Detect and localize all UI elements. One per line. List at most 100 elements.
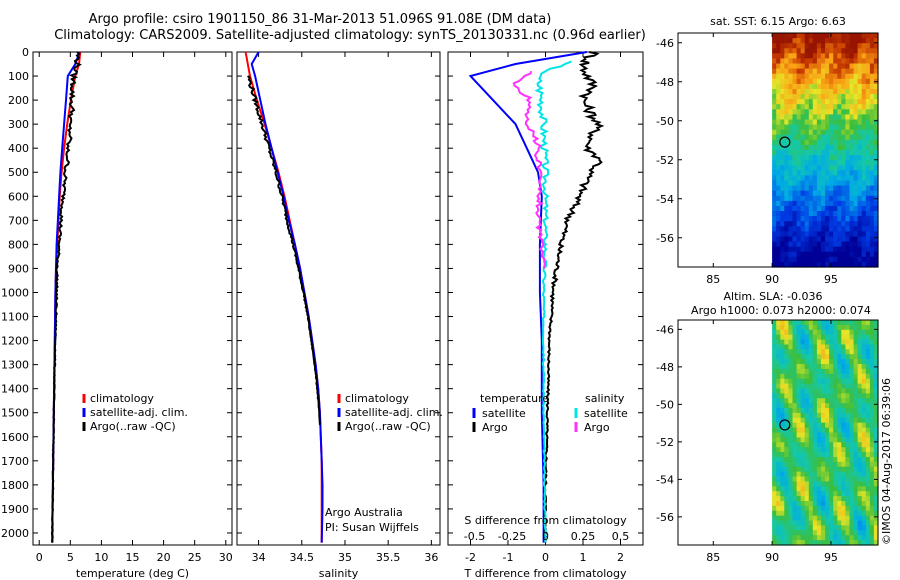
sla-cell xyxy=(857,530,863,536)
sst-cell xyxy=(857,124,863,131)
sst-cell xyxy=(825,236,830,243)
sst-cell xyxy=(873,109,879,115)
sst-cell xyxy=(825,63,830,70)
sla-cell xyxy=(788,373,794,380)
sla-cell xyxy=(861,329,867,336)
sla-cell xyxy=(772,515,777,522)
sla-cell xyxy=(788,378,794,385)
sla-cell xyxy=(869,427,875,434)
sla-cell xyxy=(821,447,826,453)
sst-cell xyxy=(792,129,798,136)
sla-cell xyxy=(792,496,798,502)
sst-cell xyxy=(772,256,777,263)
sla-cell xyxy=(833,339,838,346)
sst-cell xyxy=(821,165,826,171)
sst-cell xyxy=(808,63,814,70)
sst-cell xyxy=(784,236,789,243)
sst-cell xyxy=(833,94,838,100)
sla-cell xyxy=(841,525,846,531)
sla-cell xyxy=(829,412,834,419)
sst-cell xyxy=(829,119,834,126)
sst-cell xyxy=(808,78,814,85)
sst-cell xyxy=(853,195,859,202)
sst-cell xyxy=(833,236,838,243)
sst-cell xyxy=(800,226,806,232)
sst-cell xyxy=(804,38,810,44)
sst-cell xyxy=(861,94,867,100)
sla-cell xyxy=(784,466,789,473)
sst-cell xyxy=(833,231,838,238)
sla-cell xyxy=(776,403,781,409)
sla-cell xyxy=(821,442,826,448)
sla-cell xyxy=(812,510,818,517)
sst-cell xyxy=(845,221,851,227)
sst-cell xyxy=(849,99,855,105)
sla-cell xyxy=(869,457,875,463)
sst-cell xyxy=(841,261,846,268)
sla-cell xyxy=(857,383,863,390)
sla-cell xyxy=(780,515,785,522)
sst-cell xyxy=(865,94,871,100)
sla-cell xyxy=(853,373,859,380)
sst-cell xyxy=(869,48,875,54)
sst-cell xyxy=(861,99,867,105)
sst-cell xyxy=(857,134,863,141)
sla-cell xyxy=(829,364,834,370)
sst-cell xyxy=(821,180,826,187)
sst-cell xyxy=(792,160,798,166)
sla-cell xyxy=(837,408,842,414)
sst-cell xyxy=(853,68,859,75)
sst-cell xyxy=(857,251,863,258)
sla-cell xyxy=(865,388,871,394)
sst-cell xyxy=(849,78,855,85)
sla-cell xyxy=(808,403,814,409)
sst-cell xyxy=(816,150,822,156)
sla-cell xyxy=(849,359,855,365)
sst-cell xyxy=(853,43,859,49)
sst-cell xyxy=(776,94,781,100)
sla-cell xyxy=(788,334,794,341)
sst-cell xyxy=(804,160,810,166)
sst-cell xyxy=(829,221,834,227)
sla-cell xyxy=(833,364,838,370)
sla-cell xyxy=(865,417,871,424)
sst-cell xyxy=(861,221,867,227)
sst-cell xyxy=(833,144,838,151)
sst-cell xyxy=(829,78,834,85)
sla-cell xyxy=(776,437,781,443)
sst-cell xyxy=(833,33,838,39)
sst-cell xyxy=(865,68,871,75)
sst-cell xyxy=(873,134,879,141)
sla-cell xyxy=(816,398,822,404)
sst-cell xyxy=(812,78,818,85)
sla-cell xyxy=(792,422,798,429)
sla-cell xyxy=(837,383,842,390)
sla-cell xyxy=(857,452,863,458)
sla-cell xyxy=(841,359,846,365)
sla-cell xyxy=(833,412,838,419)
sst-cell xyxy=(841,256,846,263)
depth-tick-label: 500 xyxy=(8,166,29,179)
sst-cell xyxy=(825,165,830,171)
sla-cell xyxy=(857,486,863,492)
sla-cell xyxy=(796,364,802,370)
sla-cell xyxy=(825,447,830,453)
sst-cell xyxy=(772,73,777,80)
sla-cell xyxy=(845,412,851,419)
sla-cell xyxy=(776,329,781,336)
sst-cell xyxy=(804,155,810,161)
sla-cell xyxy=(776,486,781,492)
sst-cell xyxy=(845,216,851,222)
sst-cell xyxy=(829,246,834,253)
sst-cell xyxy=(853,78,859,85)
sla-cell xyxy=(776,378,781,385)
sla-cell xyxy=(796,373,802,380)
sla-cell xyxy=(821,491,826,497)
sla-cell xyxy=(837,398,842,404)
sst-cell xyxy=(808,134,814,141)
sla-cell xyxy=(873,457,879,463)
sst-cell xyxy=(812,200,818,207)
sst-cell xyxy=(829,58,834,65)
sla-cell xyxy=(837,481,842,487)
sla-cell xyxy=(861,515,867,522)
